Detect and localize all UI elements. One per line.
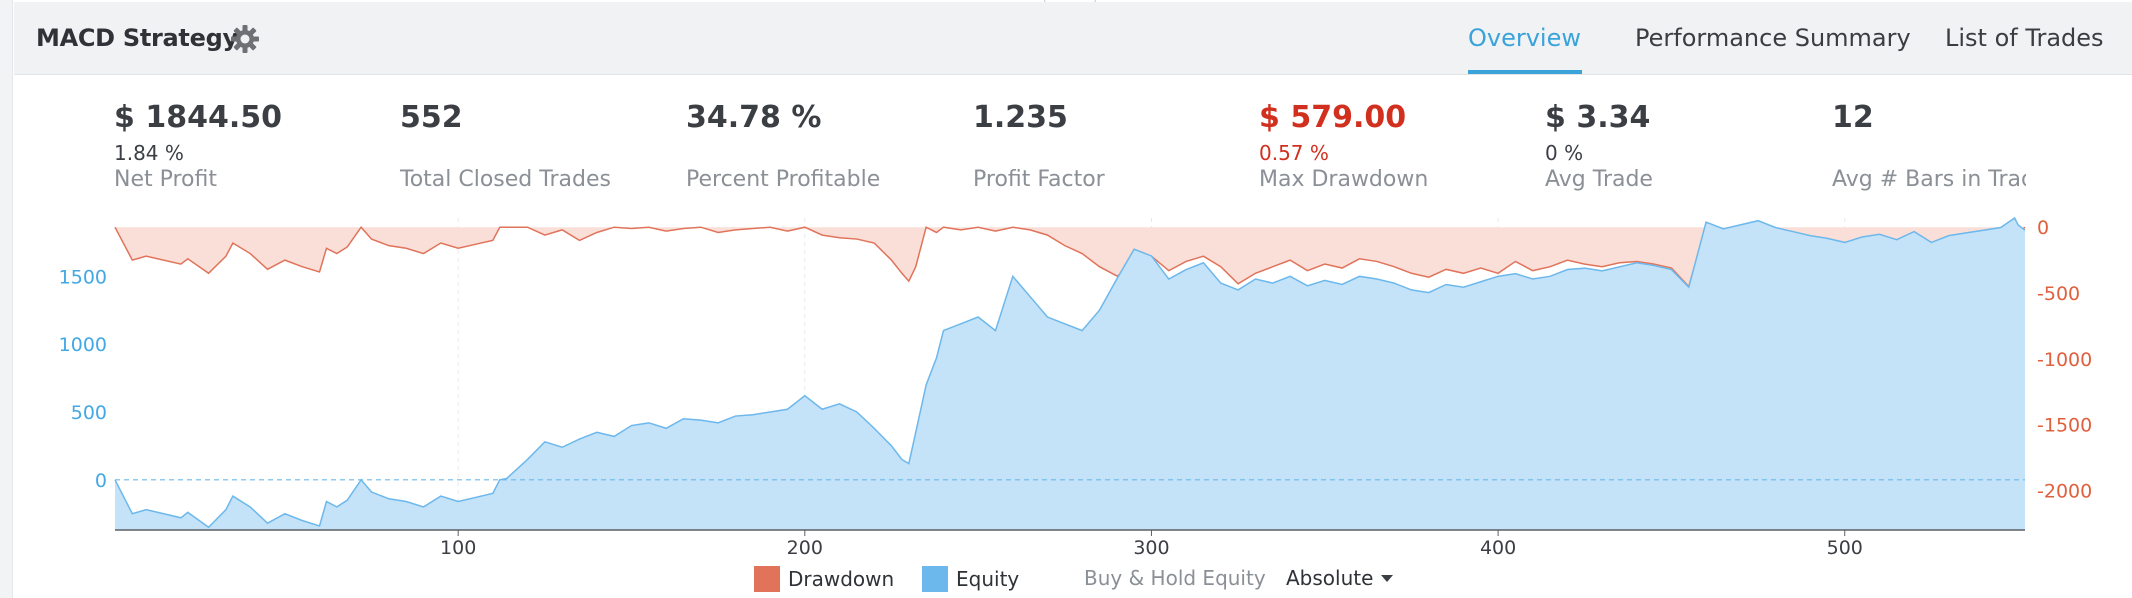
avg-bars-value: 12 <box>1832 100 1874 135</box>
avg-trade-value: $ 3.34 <box>1545 100 1651 135</box>
avg-bars-label: Avg # Bars in Trades <box>1832 167 2026 192</box>
tab-list-of-trades[interactable]: List of Trades <box>1945 24 2104 52</box>
right-axis-tick-label: -1000 <box>2037 349 2092 371</box>
x-axis-tick-label: 400 <box>1480 537 1516 559</box>
tab-performance-summary[interactable]: Performance Summary <box>1635 24 1911 52</box>
stat-total-closed-trades: 552 Total Closed Trades <box>400 100 611 192</box>
x-axis-tick-label: 300 <box>1133 537 1169 559</box>
legend-drawdown[interactable]: Drawdown <box>754 566 894 592</box>
drawdown-area <box>115 227 2025 287</box>
left-panel-edge <box>0 0 13 598</box>
stat-avg-bars-in-trades: 12 Avg # Bars in Trades <box>1832 100 2026 192</box>
gear-icon[interactable] <box>228 22 262 56</box>
x-axis-tick-label: 200 <box>787 537 823 559</box>
equity-line <box>114 216 2026 529</box>
stat-max-drawdown: $ 579.00 0.57 % Max Drawdown <box>1259 100 1428 192</box>
percent-profitable-sub <box>686 141 880 163</box>
percent-profitable-value: 34.78 % <box>686 100 822 135</box>
max-drawdown-percent: 0.57 % <box>1259 141 1329 165</box>
chart-legend: Drawdown Equity Buy & Hold Equity Absolu… <box>0 566 2132 592</box>
left-axis-tick-label: 500 <box>71 402 107 424</box>
right-axis-tick-label: -500 <box>2037 283 2080 305</box>
strategy-title: MACD Strategy <box>36 24 238 52</box>
legend-equity[interactable]: Equity <box>922 566 1019 592</box>
strategy-header: MACD Strategy Overview Performance Summa… <box>14 2 2132 75</box>
profit-factor-label: Profit Factor <box>973 167 1105 192</box>
absolute-dropdown-label: Absolute <box>1286 566 1374 590</box>
avg-bars-sub <box>1832 141 2026 163</box>
total-closed-trades-label: Total Closed Trades <box>400 167 611 192</box>
left-axis-tick-label: 1500 <box>59 266 107 288</box>
profit-factor-value: 1.235 <box>973 100 1068 135</box>
absolute-dropdown[interactable]: Absolute <box>1286 566 1394 590</box>
max-drawdown-value: $ 579.00 <box>1259 100 1407 135</box>
caret-down-icon <box>1381 574 1394 582</box>
x-axis-tick-label: 100 <box>440 537 476 559</box>
avg-trade-percent: 0 % <box>1545 141 1584 165</box>
equity-swatch <box>922 566 948 592</box>
avg-trade-label: Avg Trade <box>1545 167 1653 192</box>
left-axis-tick-label: 1000 <box>59 334 107 356</box>
tab-overview[interactable]: Overview <box>1468 24 1581 52</box>
legend-equity-label: Equity <box>956 567 1020 591</box>
x-axis-tick-label: 500 <box>1827 537 1863 559</box>
legend-drawdown-label: Drawdown <box>788 567 895 591</box>
left-axis-tick-label: 0 <box>95 470 107 492</box>
active-tab-indicator <box>1468 70 1582 74</box>
equity-drawdown-chart: 1500 1000 500 0 0 -500 -1000 -1500 -2000 100 200 30… <box>59 216 2092 559</box>
legend-buy-hold-equity[interactable]: Buy & Hold Equity <box>1084 566 1266 590</box>
equity-area <box>115 218 2025 530</box>
right-axis-tick-label: 0 <box>2037 217 2049 239</box>
stat-net-profit: $ 1844.50 1.84 % Net Profit <box>114 100 282 192</box>
right-axis-tick-label: -1500 <box>2037 415 2092 437</box>
net-profit-value: $ 1844.50 <box>114 100 282 135</box>
right-axis-tick-label: -2000 <box>2037 481 2092 503</box>
net-profit-percent: 1.84 % <box>114 141 184 165</box>
percent-profitable-label: Percent Profitable <box>686 167 881 192</box>
legend-buy-hold-label: Buy & Hold Equity <box>1084 566 1266 590</box>
profit-factor-sub <box>973 141 1105 163</box>
net-profit-label: Net Profit <box>114 167 217 192</box>
total-closed-trades-sub <box>400 141 611 163</box>
drawdown-swatch <box>754 566 780 592</box>
stat-avg-trade: $ 3.34 0 % Avg Trade <box>1545 100 1653 192</box>
stat-percent-profitable: 34.78 % Percent Profitable <box>686 100 880 192</box>
max-drawdown-label: Max Drawdown <box>1259 167 1429 192</box>
stat-profit-factor: 1.235 Profit Factor <box>973 100 1105 192</box>
total-closed-trades-value: 552 <box>400 100 463 135</box>
